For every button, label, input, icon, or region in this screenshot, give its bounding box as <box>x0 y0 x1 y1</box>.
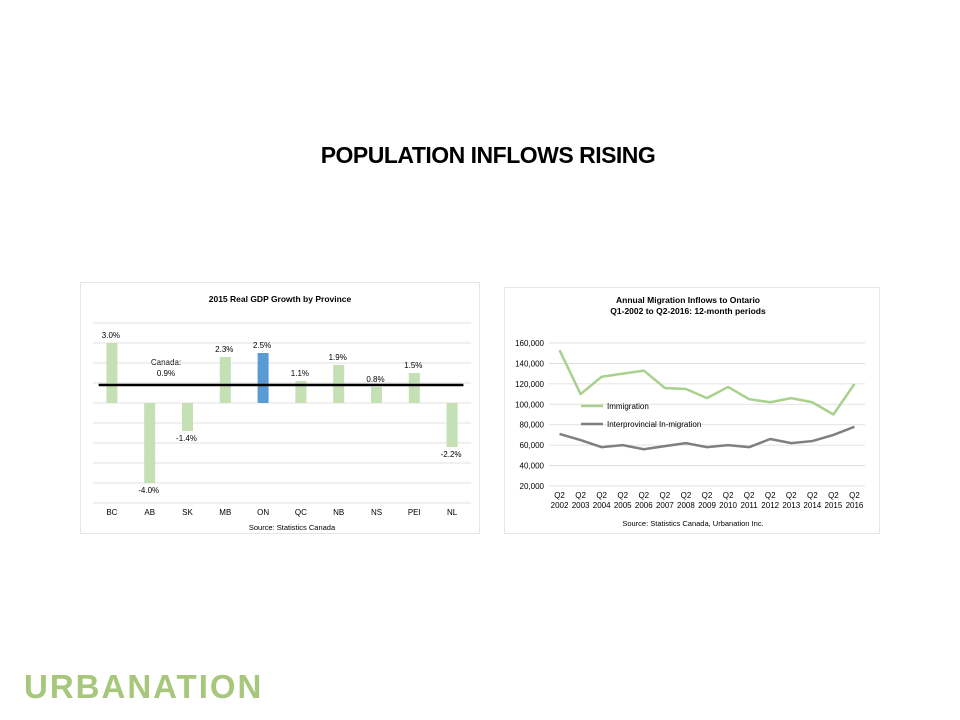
migration-x-tick-quarter: Q2 <box>681 491 692 500</box>
gdp-category-label: NB <box>333 508 344 517</box>
gdp-bar-on <box>257 353 269 403</box>
gdp-bar-sk <box>182 403 193 431</box>
migration-x-tick-year: 2005 <box>614 501 632 510</box>
migration-y-tick: 60,000 <box>520 441 545 450</box>
migration-x-tick-year: 2013 <box>782 501 800 510</box>
migration-x-tick-year: 2015 <box>825 501 843 510</box>
gdp-growth-chart-svg: 2015 Real GDP Growth by Province Source:… <box>93 294 471 532</box>
migration-y-tick: 20,000 <box>520 482 545 491</box>
gdp-value-label: 1.5% <box>404 361 422 370</box>
migration-inflows-chart-svg: Annual Migration Inflows to Ontario Q1-2… <box>515 295 865 528</box>
migration-x-tick-year: 2011 <box>741 501 759 510</box>
migration-x-tick-quarter: Q2 <box>849 491 860 500</box>
gdp-category-label: PEI <box>408 508 421 517</box>
migration-chart-title-line2: Q1-2002 to Q2-2016: 12-month periods <box>610 306 766 316</box>
migration-y-tick: 140,000 <box>515 359 544 368</box>
migration-y-tick: 40,000 <box>520 462 545 471</box>
migration-x-tick-year: 2016 <box>846 501 864 510</box>
migration-y-tick: 120,000 <box>515 380 544 389</box>
migration-x-tick-quarter: Q2 <box>575 491 586 500</box>
migration-x-tick-quarter: Q2 <box>617 491 628 500</box>
gdp-chart-title: 2015 Real GDP Growth by Province <box>209 294 352 304</box>
gdp-chart-source: Source: Statistics Canada <box>249 523 336 532</box>
migration-x-tick-year: 2008 <box>677 501 695 510</box>
gdp-value-label: 3.0% <box>102 331 120 340</box>
migration-x-tick-quarter: Q2 <box>828 491 839 500</box>
interprovincial-line <box>559 425 855 451</box>
legend-label-interprovincial-line: Interprovincial In-migration <box>607 420 701 429</box>
migration-x-tick-quarter: Q2 <box>786 491 797 500</box>
gdp-value-label: -1.4% <box>176 434 197 443</box>
migration-x-tick-year: 2010 <box>719 501 737 510</box>
gdp-value-label: -2.2% <box>441 450 462 459</box>
migration-x-tick-year: 2007 <box>656 501 674 510</box>
gdp-bar-nl <box>446 403 458 447</box>
gdp-category-label: BC <box>106 508 117 517</box>
gdp-value-label: 2.3% <box>215 345 233 354</box>
gdp-value-label: -4.0% <box>138 486 159 495</box>
gdp-value-label: 1.9% <box>329 353 347 362</box>
gdp-bar-pei <box>408 373 420 403</box>
gdp-value-label: 1.1% <box>291 369 309 378</box>
gdp-category-label: QC <box>295 508 307 517</box>
gdp-category-label: SK <box>182 508 193 517</box>
slide-title: POPULATION INFLOWS RISING <box>320 142 656 168</box>
canada-reference-value: 0.9% <box>157 369 175 378</box>
migration-x-tick-quarter: Q2 <box>744 491 755 500</box>
migration-x-tick-quarter: Q2 <box>638 491 649 500</box>
immigration-line <box>558 349 856 416</box>
migration-chart-source: Source: Statistics Canada, Urbanation In… <box>622 519 763 528</box>
gdp-category-label: NS <box>371 508 382 517</box>
migration-x-tick-year: 2003 <box>572 501 590 510</box>
migration-x-tick-quarter: Q2 <box>765 491 776 500</box>
migration-x-tick-quarter: Q2 <box>807 491 818 500</box>
migration-x-tick-quarter: Q2 <box>660 491 671 500</box>
canada-reference-label: Canada: <box>151 358 181 367</box>
migration-y-tick: 100,000 <box>515 400 544 409</box>
gdp-bar-bc <box>106 343 118 403</box>
migration-x-tick-year: 2012 <box>761 501 779 510</box>
gdp-category-label: ON <box>257 508 269 517</box>
migration-y-tick: 160,000 <box>515 339 544 348</box>
gdp-bar-mb <box>219 357 231 403</box>
legend-label-immigration-line: Immigration <box>607 402 649 411</box>
migration-x-tick-year: 2002 <box>551 501 569 510</box>
migration-x-tick-quarter: Q2 <box>596 491 607 500</box>
migration-x-tick-year: 2004 <box>593 501 611 510</box>
gdp-bar-ab <box>144 403 156 483</box>
migration-y-tick: 80,000 <box>520 421 545 430</box>
gdp-value-label: 2.5% <box>253 341 271 350</box>
migration-inflows-chart: Annual Migration Inflows to Ontario Q1-2… <box>504 287 880 534</box>
gdp-category-label: MB <box>219 508 231 517</box>
migration-chart-title-line1: Annual Migration Inflows to Ontario <box>616 295 760 305</box>
gdp-bar-ns <box>371 387 382 403</box>
migration-x-tick-year: 2006 <box>635 501 653 510</box>
migration-x-tick-year: 2014 <box>803 501 821 510</box>
migration-x-tick-quarter: Q2 <box>554 491 565 500</box>
gdp-category-label: NL <box>447 508 458 517</box>
urbanation-logo: URBANATION <box>24 668 264 705</box>
gdp-bar-qc <box>295 381 307 403</box>
migration-x-tick-quarter: Q2 <box>723 491 734 500</box>
migration-x-tick-quarter: Q2 <box>702 491 713 500</box>
migration-x-tick-year: 2009 <box>698 501 716 510</box>
gdp-growth-chart: 2015 Real GDP Growth by Province Source:… <box>80 282 480 534</box>
gdp-value-label: 0.8% <box>366 375 384 384</box>
gdp-category-label: AB <box>144 508 155 517</box>
